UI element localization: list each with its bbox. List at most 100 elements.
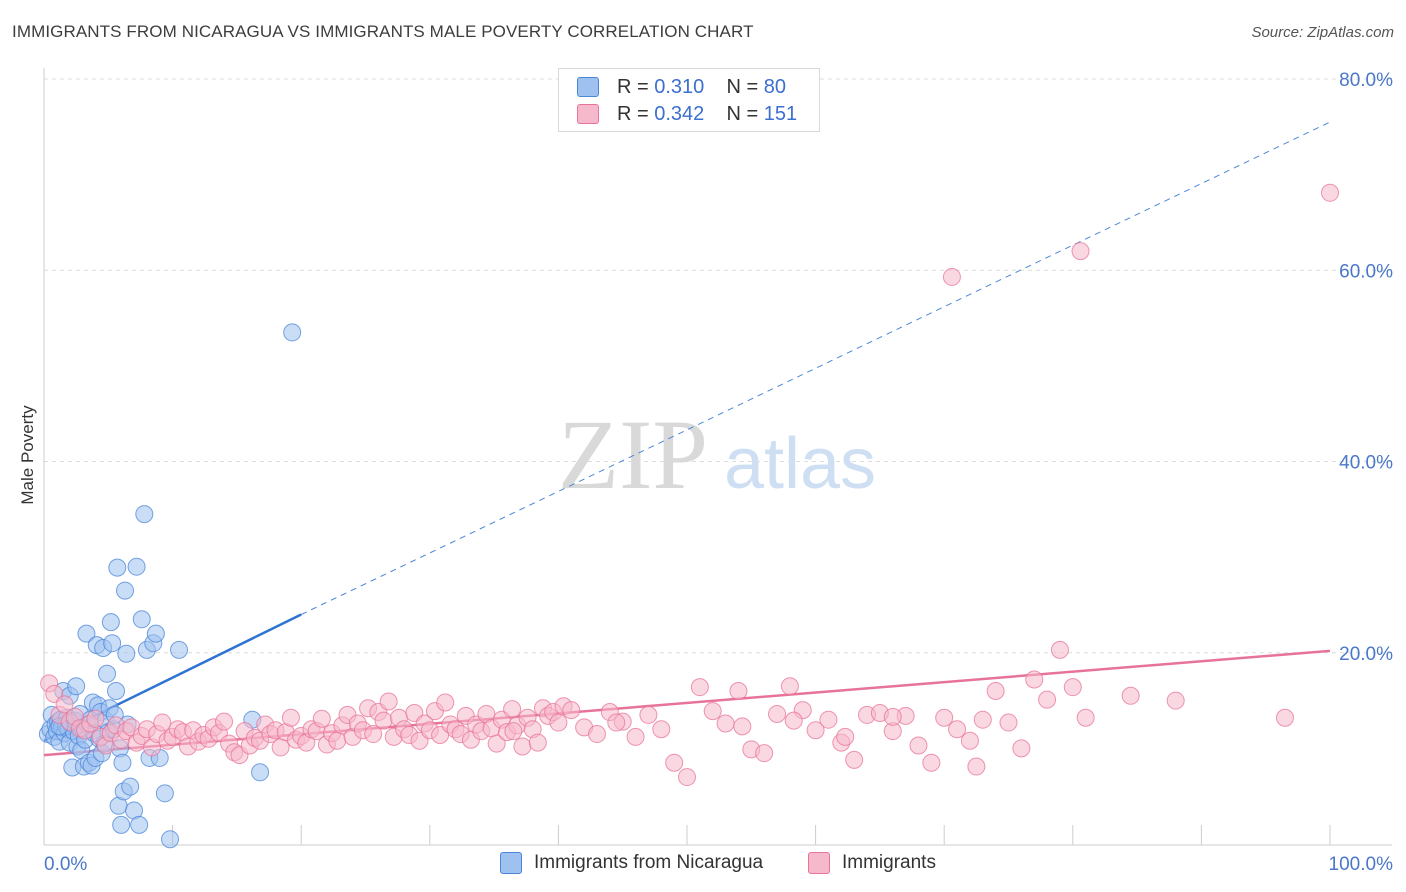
x-tick-label: 100.0% bbox=[1329, 854, 1394, 875]
legend-swatch-immigrants bbox=[577, 104, 599, 124]
r-value: 0.342 bbox=[654, 102, 705, 125]
nicaragua-point bbox=[130, 815, 149, 834]
immigrants-point bbox=[86, 709, 105, 728]
immigrants-point bbox=[999, 713, 1018, 732]
r-value: 0.310 bbox=[654, 75, 705, 98]
immigrants-point bbox=[967, 757, 986, 776]
legend-stats-nicaragua: R = 0.310 N = 80 bbox=[617, 76, 786, 99]
nicaragua-point bbox=[116, 581, 135, 600]
immigrants-point bbox=[836, 727, 855, 746]
nicaragua-point bbox=[113, 753, 132, 772]
chart-source: Source: ZipAtlas.com bbox=[1251, 24, 1394, 41]
immigrants-point bbox=[845, 750, 864, 769]
nicaragua-point bbox=[170, 640, 189, 659]
immigrants-point bbox=[312, 709, 331, 728]
r-label: R = bbox=[617, 102, 649, 125]
immigrants-point bbox=[1038, 690, 1057, 709]
n-label: N = bbox=[726, 75, 759, 98]
nicaragua-point bbox=[146, 624, 165, 643]
immigrants-point bbox=[607, 713, 626, 732]
immigrants-point bbox=[948, 720, 967, 739]
immigrants-point bbox=[587, 725, 606, 744]
immigrants-point bbox=[281, 708, 300, 727]
immigrants-point bbox=[652, 720, 671, 739]
immigrants-point bbox=[513, 737, 532, 756]
immigrants-point bbox=[716, 714, 735, 733]
immigrants-point bbox=[328, 731, 347, 750]
y-tick-label: 80.0% bbox=[1339, 70, 1393, 91]
immigrants-point bbox=[55, 695, 74, 714]
watermark-zip: ZIP bbox=[558, 399, 708, 510]
immigrants-point bbox=[784, 711, 803, 730]
immigrants-point bbox=[639, 705, 658, 724]
n-value: 80 bbox=[763, 75, 787, 98]
immigrants-point bbox=[436, 693, 455, 712]
immigrants-point bbox=[986, 682, 1005, 700]
y-tick-label: 60.0% bbox=[1339, 261, 1393, 282]
legend-item-immigrants[interactable]: Immigrants bbox=[808, 852, 936, 874]
nicaragua-point bbox=[108, 558, 127, 577]
immigrants-point bbox=[973, 710, 992, 729]
legend-item-nicaragua[interactable]: Immigrants from Nicaragua bbox=[500, 852, 763, 874]
nicaragua-point bbox=[98, 664, 117, 683]
tick-labels: 20.0% 40.0% 60.0% 80.0% 0.0% 100.0% bbox=[44, 70, 1393, 875]
immigrants-point bbox=[153, 713, 172, 732]
legend-label-nicaragua: Immigrants from Nicaragua bbox=[534, 852, 764, 873]
n-value: 151 bbox=[763, 102, 798, 125]
immigrants-point bbox=[215, 712, 234, 731]
nicaragua-point bbox=[77, 624, 96, 643]
nicaragua-point bbox=[67, 677, 86, 696]
immigrants-point bbox=[780, 677, 799, 696]
nicaragua-point bbox=[107, 682, 126, 700]
immigrants-point bbox=[755, 744, 774, 763]
immigrants-point bbox=[935, 708, 954, 727]
immigrants-point bbox=[733, 717, 752, 736]
immigrants-point bbox=[1321, 183, 1339, 202]
x-tick-label: 0.0% bbox=[44, 854, 87, 875]
immigrants-point bbox=[690, 678, 709, 697]
legend-swatch-nicaragua bbox=[500, 852, 522, 874]
nicaragua-point bbox=[161, 830, 180, 849]
immigrants-point bbox=[922, 753, 941, 772]
gridlines bbox=[44, 78, 1392, 654]
nicaragua-point bbox=[155, 784, 174, 803]
immigrants-point bbox=[1012, 739, 1031, 758]
nicaragua-point bbox=[117, 644, 136, 663]
immigrants-point bbox=[909, 736, 928, 755]
legend-swatch-immigrants bbox=[808, 852, 830, 874]
legend-swatch-nicaragua bbox=[577, 77, 599, 97]
nicaragua-point bbox=[127, 557, 146, 576]
immigrants-point bbox=[1071, 242, 1090, 261]
immigrants-point bbox=[703, 702, 722, 721]
immigrants-point bbox=[729, 682, 748, 700]
nicaragua-point bbox=[103, 634, 122, 653]
immigrants-point bbox=[1166, 691, 1185, 710]
immigrants-point bbox=[364, 725, 383, 744]
immigrants-point bbox=[487, 734, 506, 753]
series-legend: Immigrants from Nicaragua Immigrants bbox=[0, 852, 1406, 878]
immigrants-point bbox=[626, 727, 645, 746]
nicaragua-point bbox=[135, 505, 154, 524]
correlation-legend: R = 0.310 N = 80 R = 0.342 N = 151 bbox=[558, 68, 820, 132]
nicaragua-point bbox=[251, 763, 270, 782]
immigrants-point bbox=[503, 700, 522, 719]
immigrants-point bbox=[1063, 678, 1082, 697]
legend-label-immigrants: Immigrants bbox=[842, 852, 936, 873]
immigrants-point bbox=[960, 731, 979, 750]
y-tick-label: 40.0% bbox=[1339, 453, 1393, 474]
data-points bbox=[38, 183, 1339, 849]
immigrants-point bbox=[562, 701, 581, 720]
immigrants-point bbox=[768, 704, 787, 723]
immigrants-point bbox=[1275, 708, 1294, 727]
immigrants-point bbox=[504, 722, 523, 741]
legend-stats-immigrants: R = 0.342 N = 151 bbox=[617, 103, 797, 126]
immigrants-point bbox=[883, 707, 902, 726]
nicaragua-point bbox=[132, 610, 151, 629]
nicaragua-trend-extension bbox=[300, 121, 1331, 615]
immigrants-point bbox=[806, 721, 825, 740]
y-tick-label: 20.0% bbox=[1339, 644, 1393, 665]
nicaragua-point bbox=[112, 815, 131, 834]
immigrants-point bbox=[678, 768, 696, 787]
r-label: R = bbox=[617, 75, 649, 98]
